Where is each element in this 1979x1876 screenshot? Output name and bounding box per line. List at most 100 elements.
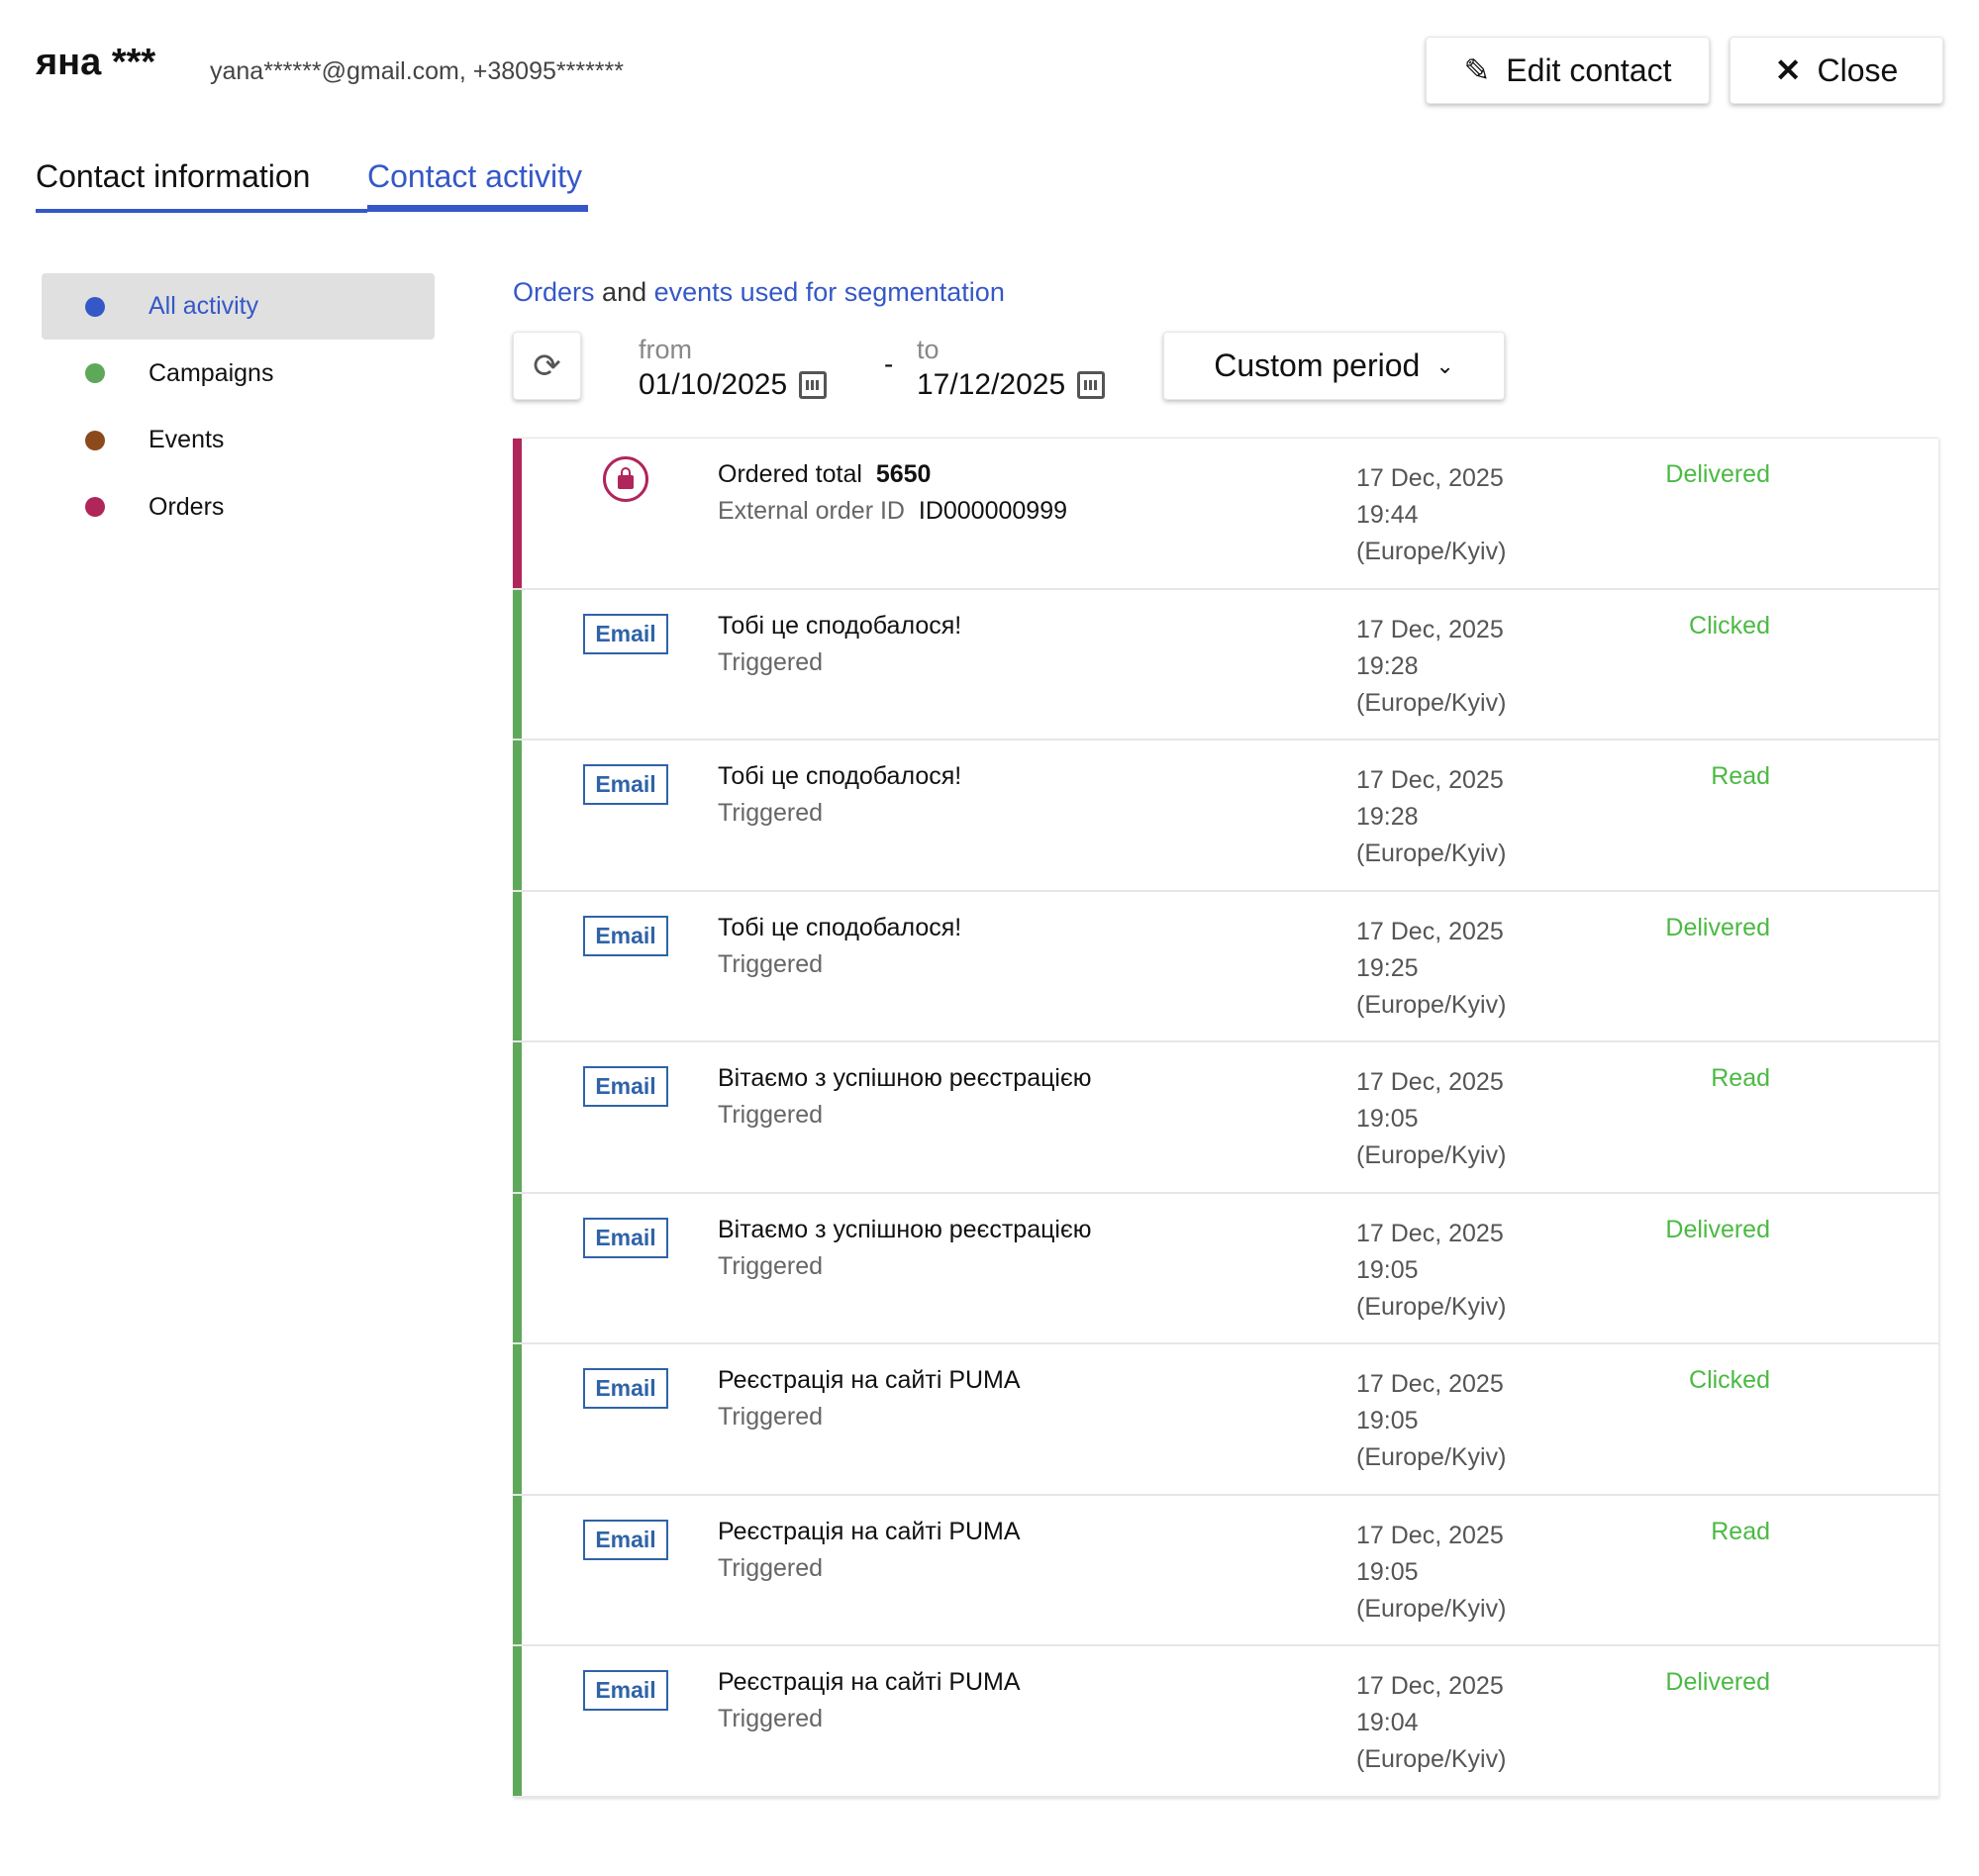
activity-datetime: 17 Dec, 2025 19:28 (Europe/Kyiv): [1356, 762, 1554, 872]
status-label: Read: [1711, 1517, 1770, 1545]
pencil-icon: ✎: [1463, 52, 1491, 88]
status-dot-icon: [85, 363, 105, 383]
order-total-label: Ordered total: [718, 460, 862, 488]
and-text: and: [602, 277, 647, 307]
from-label: from: [639, 335, 692, 364]
campaign-trigger: Triggered: [718, 799, 824, 827]
activity-row[interactable]: Email Тобі це сподобалося! Triggered 17 D…: [513, 891, 1938, 1042]
sidebar-item-label: Events: [148, 426, 225, 453]
status-label: Delivered: [1665, 460, 1770, 488]
activity-time: 19:05 (Europe/Kyiv): [1356, 1557, 1507, 1623]
refresh-icon: ⟳: [533, 346, 561, 385]
email-badge: Email: [583, 915, 668, 956]
email-badge: Email: [583, 1066, 668, 1107]
sidebar-item-label: Orders: [148, 492, 225, 521]
activity-datetime: 17 Dec, 2025 19:05 (Europe/Kyiv): [1356, 1216, 1554, 1326]
email-badge: Email: [583, 1670, 668, 1711]
calendar-icon[interactable]: [1077, 371, 1106, 399]
activity-time: 19:04 (Europe/Kyiv): [1356, 1709, 1507, 1773]
sidebar-item-label: Campaigns: [148, 358, 274, 387]
campaign-title: Тобі це сподобалося!: [718, 762, 962, 790]
activity-row[interactable]: Ordered total 5650 External order ID ID0…: [513, 439, 1938, 590]
activity-time: 19:44 (Europe/Kyiv): [1356, 501, 1507, 565]
order-total: Ordered total 5650: [718, 460, 931, 489]
status-label: Delivered: [1665, 1215, 1770, 1243]
to-date-field[interactable]: 17/12/2025: [917, 368, 1106, 402]
type-color-bar: [513, 1495, 522, 1644]
activity-datetime: 17 Dec, 2025 19:25 (Europe/Kyiv): [1356, 914, 1554, 1024]
activity-date: 17 Dec, 2025: [1356, 1672, 1504, 1700]
campaign-title: Тобі це сподобалося!: [718, 611, 962, 640]
tab-contact-information[interactable]: Contact information: [36, 158, 311, 194]
activity-date: 17 Dec, 2025: [1356, 917, 1504, 945]
type-color-bar: [513, 589, 522, 739]
activity-date: 17 Dec, 2025: [1356, 1068, 1504, 1096]
campaign-trigger: Triggered: [718, 1705, 824, 1732]
campaign-trigger: Triggered: [718, 949, 824, 978]
tab-contact-activity[interactable]: Contact activity: [367, 158, 582, 194]
campaign-title: Реєстрація на сайті PUMA: [718, 1366, 1021, 1394]
chevron-down-icon: ⌄: [1435, 352, 1454, 378]
events-link[interactable]: events used for segmentation: [653, 277, 1005, 307]
status-label: Delivered: [1665, 913, 1770, 941]
campaign-title: Реєстрація на сайті PUMA: [718, 1517, 1021, 1545]
order-total-value: 5650: [875, 460, 932, 488]
activity-row[interactable]: Email Реєстрація на сайті PUMA Triggered …: [513, 1646, 1938, 1798]
activity-row[interactable]: Email Реєстрація на сайті PUMA Triggered …: [513, 1495, 1938, 1646]
sidebar-item-all-activity[interactable]: All activity: [42, 273, 435, 340]
activity-time: 19:05 (Europe/Kyiv): [1356, 1255, 1507, 1321]
close-icon: ✕: [1774, 52, 1802, 88]
email-badge: Email: [583, 613, 668, 654]
activity-row[interactable]: Email Вітаємо з успішною реєстрацією Trig…: [513, 1042, 1938, 1194]
status-label: Clicked: [1689, 611, 1770, 640]
contact-details: yana******@gmail.com, +38095*******: [210, 57, 624, 85]
close-label: Close: [1817, 51, 1899, 88]
order-id-value: ID000000999: [918, 497, 1068, 525]
activity-date: 17 Dec, 2025: [1356, 1370, 1504, 1398]
type-color-bar: [513, 1344, 522, 1494]
email-badge: Email: [583, 1217, 668, 1258]
activity-datetime: 17 Dec, 2025 19:05 (Europe/Kyiv): [1356, 1064, 1554, 1174]
edit-contact-button[interactable]: ✎ Edit contact: [1426, 37, 1710, 104]
type-color-bar: [513, 1042, 522, 1192]
campaign-title: Вітаємо з успішною реєстрацією: [718, 1064, 1092, 1092]
calendar-icon[interactable]: [799, 371, 828, 399]
period-select[interactable]: Custom period ⌄: [1163, 332, 1505, 400]
to-date-value: 17/12/2025: [917, 368, 1066, 401]
activity-row[interactable]: Email Тобі це сподобалося! Triggered 17 D…: [513, 589, 1938, 741]
shopping-bag-icon: [603, 456, 648, 502]
from-date-field[interactable]: 01/10/2025: [639, 368, 828, 402]
activity-row[interactable]: Email Реєстрація на сайті PUMA Triggered …: [513, 1344, 1938, 1496]
activity-date: 17 Dec, 2025: [1356, 766, 1504, 794]
activity-row[interactable]: Email Тобі це сподобалося! Triggered 17 D…: [513, 741, 1938, 892]
active-tab-indicator: [367, 205, 588, 212]
sidebar-item-label: All activity: [148, 292, 259, 320]
status-dot-icon: [85, 296, 105, 317]
sidebar-item-events[interactable]: Events: [42, 407, 435, 473]
campaign-title: Тобі це сподобалося!: [718, 913, 962, 941]
sidebar-item-orders[interactable]: Orders: [42, 474, 435, 541]
type-color-bar: [513, 439, 522, 588]
status-label: Clicked: [1689, 1366, 1770, 1394]
activity-row[interactable]: Email Вітаємо з успішною реєстрацією Trig…: [513, 1193, 1938, 1344]
activity-date: 17 Dec, 2025: [1356, 1521, 1504, 1549]
close-button[interactable]: ✕ Close: [1730, 37, 1943, 104]
activity-datetime: 17 Dec, 2025 19:44 (Europe/Kyiv): [1356, 460, 1554, 570]
orders-link[interactable]: Orders: [513, 277, 595, 307]
segmentation-note: Orders and events used for segmentation: [513, 277, 1005, 308]
refresh-button[interactable]: ⟳: [513, 332, 581, 400]
from-date-value: 01/10/2025: [639, 368, 788, 401]
type-color-bar: [513, 891, 522, 1040]
type-color-bar: [513, 1646, 522, 1796]
status-label: Delivered: [1665, 1668, 1770, 1696]
sidebar-item-campaigns[interactable]: Campaigns: [42, 341, 435, 407]
status-label: Read: [1711, 762, 1770, 790]
activity-date: 17 Dec, 2025: [1356, 464, 1504, 492]
status-label: Read: [1711, 1064, 1770, 1092]
activity-list: Ordered total 5650 External order ID ID0…: [513, 438, 1938, 1798]
type-color-bar: [513, 741, 522, 890]
activity-time: 19:05 (Europe/Kyiv): [1356, 1407, 1507, 1471]
date-separator: -: [884, 348, 894, 379]
activity-datetime: 17 Dec, 2025 19:05 (Europe/Kyiv): [1356, 1366, 1554, 1476]
activity-datetime: 17 Dec, 2025 19:28 (Europe/Kyiv): [1356, 612, 1554, 722]
